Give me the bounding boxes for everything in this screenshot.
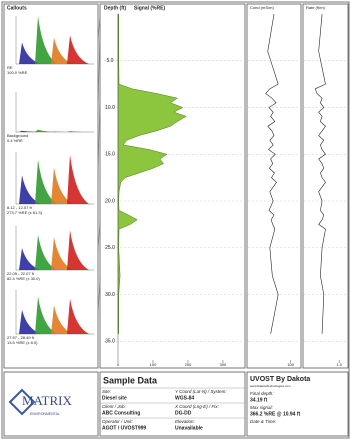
signal-tick-label: 300 (220, 362, 227, 367)
callouts-panel (3, 3, 99, 369)
cond-log-line (265, 13, 279, 334)
info-box (99, 371, 246, 437)
waveform-peak (35, 16, 57, 64)
callout-value: 0.4 %RE (7, 138, 23, 143)
summary-box (246, 371, 349, 437)
waveform-peak (35, 129, 57, 132)
waveform-peak (67, 230, 89, 270)
waveform-peak (19, 309, 41, 334)
callouts-title: Callouts (7, 5, 27, 11)
leader-line (97, 13, 101, 43)
rate-log-line (314, 13, 326, 334)
x-tick-label: 1.0 (336, 362, 342, 367)
signal-tick-label: 0 (117, 362, 120, 367)
callout-value: 273.7 %RE (x 61.3) (7, 210, 43, 215)
waveform-peak (19, 42, 41, 64)
leader-lines (97, 13, 101, 317)
callout-value: 13.5 %RE (x 8.0) (7, 340, 38, 345)
leader-line (97, 276, 101, 317)
callout-label: RE (7, 65, 13, 70)
waveform-peak (51, 305, 73, 334)
waveform-peak (67, 298, 89, 334)
field-label: Site: (102, 389, 112, 394)
field-value: WGS-84 (175, 395, 194, 401)
callout-label: Background (7, 133, 28, 138)
cond-panel (246, 3, 302, 369)
leader-line (97, 23, 101, 116)
field-label: Operator / Unit: (102, 419, 134, 424)
website: www.DakotaTechnologies.com (250, 384, 291, 388)
field-label: Client / Job: (102, 404, 127, 409)
field-value: ABC Consulting (102, 410, 140, 416)
signal-tick-label: 200 (185, 362, 192, 367)
rate-title: Rate (ft/m) (306, 5, 326, 10)
field-label: Elevation: (175, 419, 196, 424)
depth-tick-label: 5.0 (107, 58, 114, 64)
waveform-peak (35, 159, 57, 204)
leader-line (97, 219, 101, 253)
field-value: DG-DD (175, 410, 192, 416)
signal-area (117, 13, 187, 334)
depth-tick-label: 15.0 (105, 152, 115, 158)
waveform-peak (67, 154, 89, 204)
waveform-peak (51, 237, 73, 270)
waveform-peak (35, 296, 57, 334)
depth-label: Depth (ft) (104, 5, 127, 11)
rate-panel (302, 3, 349, 369)
callout-value: 100.0 %RE (7, 70, 28, 75)
logo-text: MATRIX (22, 393, 72, 408)
waveform-peak (19, 130, 41, 132)
callout-label: 27.97 - 28.49 ft (7, 335, 35, 340)
field-value: Diesel site (102, 395, 127, 401)
signal-label: Signal (%RE) (134, 5, 165, 11)
cond-title: Cond (mS/m) (250, 5, 274, 10)
signal-panel (99, 3, 246, 369)
depth-tick-label: 30.0 (105, 292, 115, 298)
x-tick-label: 100 (287, 362, 294, 367)
waveform-peak (51, 167, 73, 204)
waveform-peak (67, 35, 89, 64)
signal-tick-label: 100 (150, 362, 157, 367)
depth-tick-label: 20.0 (105, 198, 115, 204)
waveform-peak (51, 131, 73, 132)
summary-value: 34.19 ft (250, 397, 268, 403)
leader-line (97, 89, 101, 181)
brand: UVOST By Dakota (250, 376, 310, 383)
field-label: X Coord (Lng-E) / Fix: (174, 404, 220, 409)
summary-label: Max signal: (250, 405, 274, 410)
callout-label: 8.12 - 12.07 ft (7, 205, 33, 210)
field-value: Unavailable (175, 425, 203, 431)
callout-value: 82.4 %RE (x 30.0) (7, 276, 40, 281)
waveform-peak (51, 37, 73, 64)
logo-box (3, 371, 99, 437)
waveform-peak (35, 234, 57, 270)
depth-tick-label: 35.0 (105, 339, 115, 345)
field-value: AGOT / UVOST999 (102, 425, 146, 431)
waveform-peak (19, 248, 41, 270)
summary-label: Date & Time: (250, 419, 277, 424)
waveform-peak (67, 131, 89, 132)
summary-value: 366.2 %RE @ 10.94 ft (250, 411, 301, 417)
summary-label: Final depth: (250, 391, 274, 396)
depth-tick-label: 10.0 (105, 105, 115, 111)
footer-title: Sample Data (103, 375, 158, 385)
waveform-peak (19, 175, 41, 204)
depth-tick-label: 25.0 (105, 245, 115, 251)
field-label: Y Coord (Lat-N) / System: (175, 389, 227, 394)
callout-label: 22.05 - 22.07 ft (7, 271, 35, 276)
logo: MATRIX ENVIRONMENTAL (8, 388, 72, 416)
logo-mark (8, 388, 36, 416)
logo-sub: ENVIRONMENTAL (30, 412, 60, 416)
